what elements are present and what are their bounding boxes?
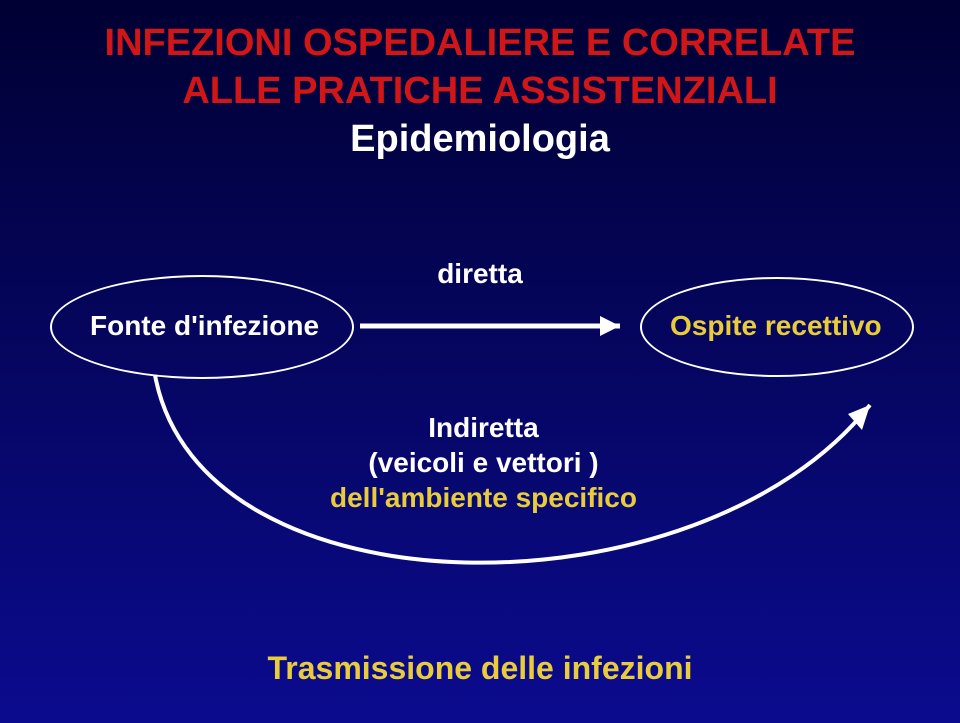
footer-label: Trasmissione delle infezioni	[0, 650, 960, 687]
indirect-line-2: (veicoli e vettori )	[330, 445, 637, 480]
title-line-1: INFEZIONI OSPEDALIERE E CORRELATE	[0, 22, 960, 65]
title-line-2: ALLE PRATICHE ASSISTENZIALI	[0, 70, 960, 113]
slide-root: INFEZIONI OSPEDALIERE E CORRELATE ALLE P…	[0, 0, 960, 723]
title-subtitle: Epidemiologia	[0, 118, 960, 161]
indirect-line-1: Indiretta	[330, 410, 637, 445]
direct-label: diretta	[0, 258, 960, 290]
host-label: Ospite recettivo	[670, 310, 882, 342]
indirect-arrow-head	[848, 405, 870, 430]
source-label: Fonte d'infezione	[90, 310, 319, 342]
indirect-line-3: dell'ambiente specifico	[330, 480, 637, 515]
indirect-block: Indiretta (veicoli e vettori ) dell'ambi…	[330, 410, 637, 515]
direct-arrow-head	[600, 316, 620, 336]
